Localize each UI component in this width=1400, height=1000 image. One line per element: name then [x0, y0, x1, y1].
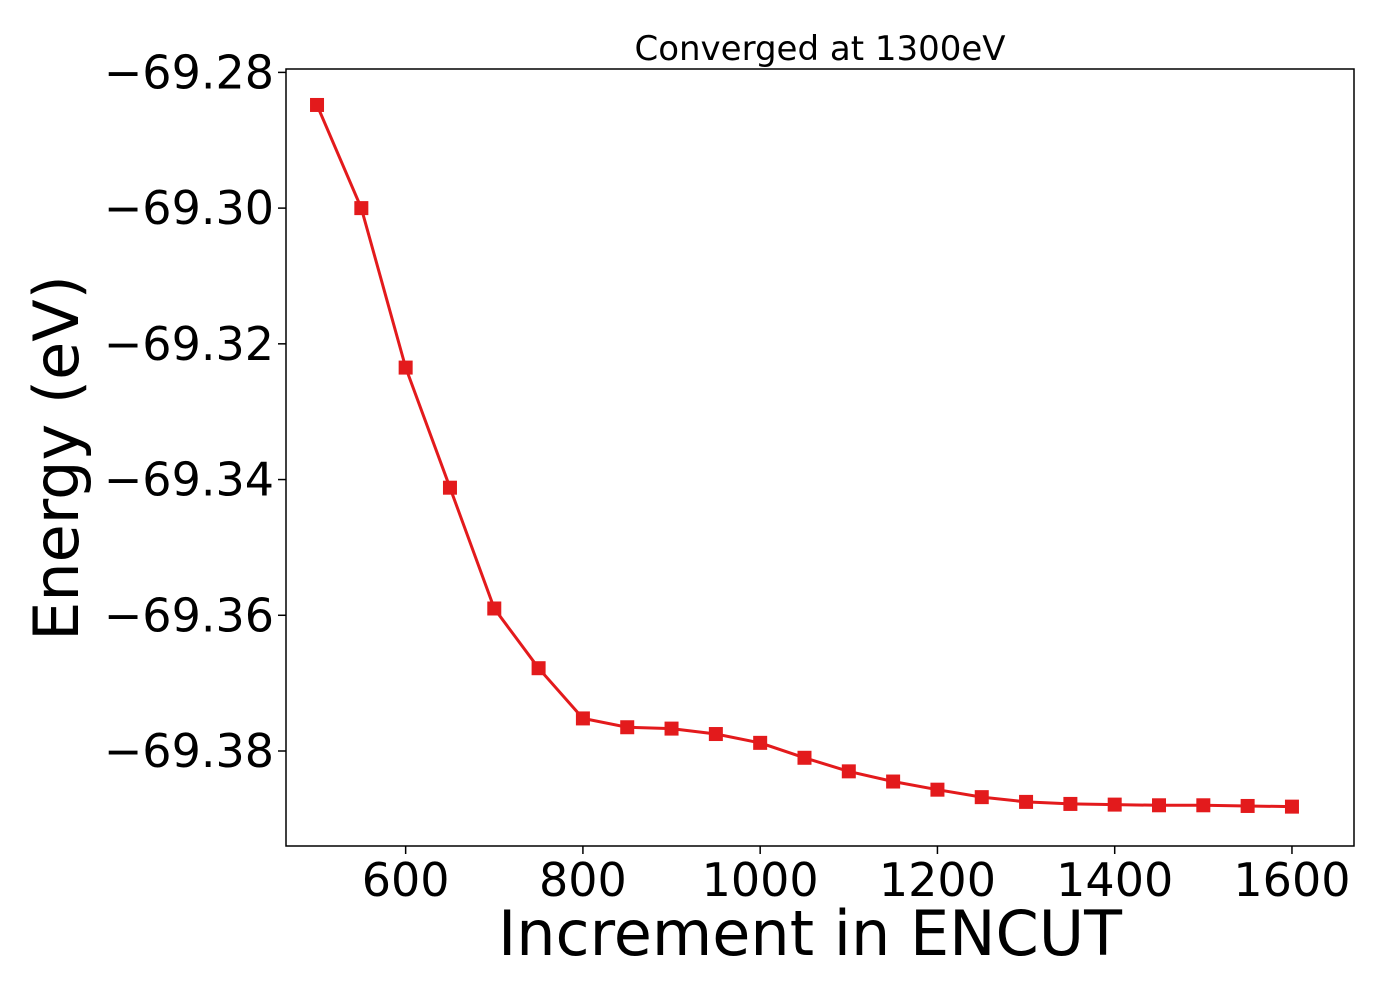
data-point-marker	[797, 750, 812, 765]
data-point-marker	[354, 201, 369, 216]
data-point-marker	[974, 790, 989, 805]
plot-area-frame	[285, 68, 1355, 847]
series-line	[315, 104, 1293, 809]
data-point-marker	[1240, 798, 1255, 813]
data-point-marker	[398, 360, 413, 375]
y-axis-ticks: −69.28 −69.30 −69.32 −69.34 −69.36 −69.38	[104, 45, 286, 778]
chart-title: Converged at 1300eV	[634, 29, 1005, 69]
x-tick-label: 1200	[879, 853, 996, 907]
data-point-marker	[575, 711, 590, 726]
series-markers	[310, 97, 1299, 814]
data-point-marker	[1019, 794, 1034, 809]
data-point-marker	[442, 480, 457, 495]
x-tick-label: 1400	[1056, 853, 1173, 907]
data-point-marker	[841, 764, 856, 779]
data-point-marker	[310, 97, 325, 112]
y-tick-label: −69.36	[104, 588, 274, 642]
data-point-marker	[1063, 796, 1078, 811]
data-point-marker	[708, 727, 723, 742]
x-tick-label: 1600	[1233, 853, 1350, 907]
data-point-marker	[1152, 798, 1167, 813]
data-point-marker	[531, 661, 546, 676]
y-tick-label: −69.38	[104, 724, 274, 778]
data-point-marker	[753, 735, 768, 750]
data-point-marker	[930, 782, 945, 797]
data-point-marker	[1196, 798, 1211, 813]
data-point-marker	[487, 601, 502, 616]
x-axis-ticks: 600 800 1000 1200 1400 1600	[362, 846, 1350, 907]
data-point-marker	[620, 720, 635, 735]
x-tick-label: 800	[539, 853, 627, 907]
y-tick-label: −69.30	[104, 181, 274, 235]
data-point-marker	[1107, 797, 1122, 812]
y-tick-label: −69.32	[104, 317, 274, 371]
y-tick-label: −69.28	[104, 45, 274, 99]
data-point-marker	[1284, 799, 1299, 814]
data-point-marker	[664, 721, 679, 736]
x-axis-label: Increment in ENCUT	[498, 897, 1123, 970]
data-point-marker	[886, 774, 901, 789]
y-tick-label: −69.34	[104, 453, 274, 507]
x-tick-label: 600	[362, 853, 450, 907]
x-tick-label: 1000	[702, 853, 819, 907]
y-axis-label: Energy (eV)	[20, 275, 93, 641]
